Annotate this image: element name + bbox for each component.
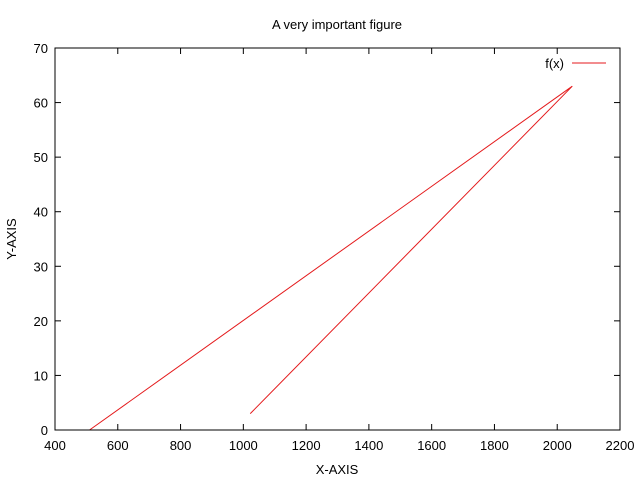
x-tick-label: 800 (170, 438, 192, 453)
x-tick-label: 600 (107, 438, 129, 453)
legend-label: f(x) (545, 56, 564, 71)
y-tick-label: 60 (34, 96, 48, 111)
axis-ticks (54, 47, 621, 431)
y-tick-label: 0 (41, 423, 48, 438)
y-tick-label: 70 (34, 41, 48, 56)
x-tick-label: 2000 (543, 438, 572, 453)
y-tick-label: 40 (34, 205, 48, 220)
y-tick-label: 50 (34, 150, 48, 165)
x-tick-label: 1600 (417, 438, 446, 453)
y-axis-label: Y-AXIS (4, 218, 19, 260)
plot-frame (54, 47, 621, 431)
x-tick-label: 1000 (229, 438, 258, 453)
series-layer (89, 85, 573, 431)
y-tick-label: 20 (34, 314, 48, 329)
axis-tick-labels: 400 600 800 1000 1200 1400 1600 1800 2000 2200 0 10… (34, 41, 635, 453)
chart-title: A very important figure (272, 17, 402, 32)
x-axis-label: X-AXIS (316, 462, 359, 477)
x-tick-label: 1200 (292, 438, 321, 453)
legend: f(x) (545, 56, 606, 71)
x-tick-label: 400 (44, 438, 66, 453)
x-tick-label: 1800 (480, 438, 509, 453)
x-tick-label: 1400 (354, 438, 383, 453)
y-tick-label: 10 (34, 368, 48, 383)
y-tick-label: 30 (34, 259, 48, 274)
x-tick-label: 2200 (606, 438, 635, 453)
series-line (89, 85, 573, 431)
